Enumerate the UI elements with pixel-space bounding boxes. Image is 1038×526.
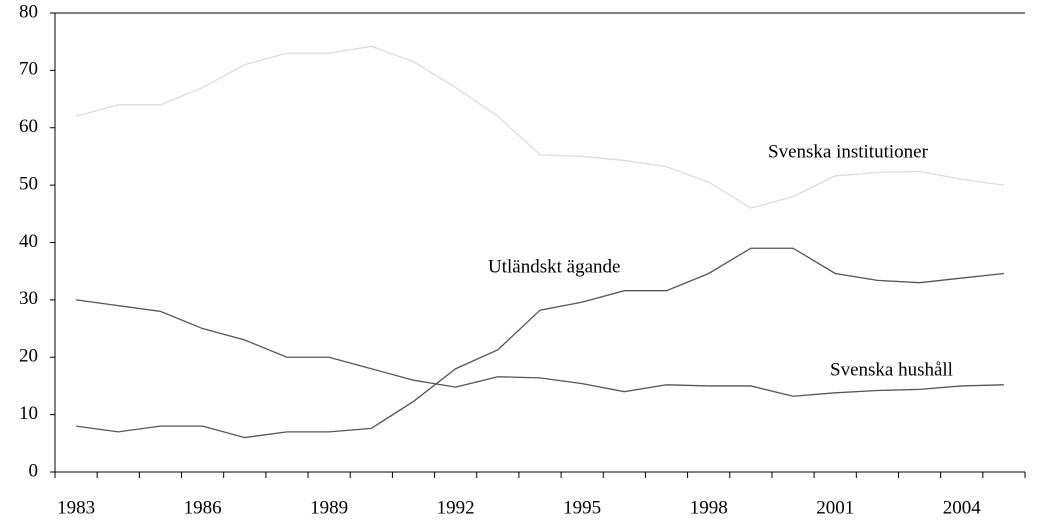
y-tick-label: 0 [29,460,39,481]
y-tick-label: 10 [19,403,38,424]
y-tick-label: 80 [19,1,38,22]
series-line [75,45,1004,209]
x-tick-label: 2004 [943,497,982,518]
series-label: Svenska hushåll [830,359,953,380]
y-tick-label: 60 [19,116,38,137]
x-tick-label: 1995 [563,497,601,518]
series-line [75,247,1004,439]
y-tick-label: 30 [19,288,38,309]
x-tick-label: 1989 [310,497,348,518]
series-label: Utländskt ägande [488,256,620,277]
x-tick-label: 1983 [57,497,95,518]
y-tick-label: 70 [19,59,38,80]
y-tick-label: 40 [19,231,38,252]
series-label: Svenska institutioner [768,141,929,162]
y-tick-label: 20 [19,346,38,367]
x-tick-label: 2001 [816,497,854,518]
series-line [75,299,1004,397]
x-tick-label: 1998 [690,497,728,518]
x-tick-label: 1986 [184,497,222,518]
x-tick-label: 1992 [437,497,475,518]
y-tick-label: 50 [19,173,38,194]
